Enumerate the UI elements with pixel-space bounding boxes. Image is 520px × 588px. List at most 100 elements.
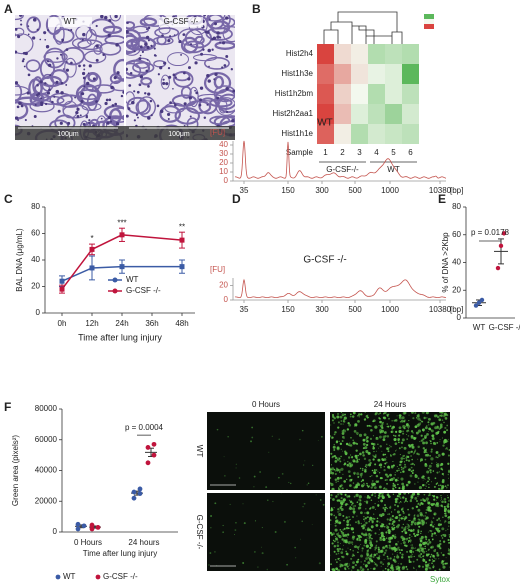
speckle-dot bbox=[446, 440, 449, 443]
speckle-dot bbox=[427, 476, 430, 479]
speckle-dot bbox=[419, 537, 421, 539]
speckle-dot bbox=[343, 480, 347, 483]
nucleus bbox=[153, 47, 156, 50]
speckle-dot bbox=[376, 437, 378, 439]
alveolus bbox=[202, 15, 226, 22]
speckle-dot bbox=[374, 548, 376, 551]
p-value: p = 0.0178 bbox=[471, 228, 510, 237]
speckle-dot bbox=[365, 508, 367, 510]
nucleus bbox=[208, 18, 211, 21]
speckle-dot bbox=[398, 447, 401, 450]
speckle-dot bbox=[444, 485, 447, 487]
speckle-dot bbox=[337, 508, 340, 511]
speckle-dot bbox=[346, 523, 349, 527]
alveolus bbox=[173, 70, 194, 88]
speckle-dot bbox=[430, 429, 434, 433]
nucleus bbox=[225, 55, 229, 58]
point bbox=[145, 460, 151, 466]
speckle-dot bbox=[402, 510, 405, 513]
speckle-dot bbox=[339, 471, 341, 473]
speckle-dot bbox=[394, 434, 397, 438]
speckle-dot bbox=[448, 500, 450, 502]
x-tick-label: 0h bbox=[58, 319, 67, 328]
nucleus bbox=[40, 97, 43, 100]
speckle-dot bbox=[436, 519, 439, 522]
speckle-dot bbox=[418, 525, 421, 528]
nucleus bbox=[147, 39, 150, 42]
speckle-dot bbox=[398, 487, 401, 490]
speckle-dot bbox=[368, 521, 370, 523]
speckle-dot bbox=[330, 452, 333, 455]
nucleus bbox=[46, 60, 50, 63]
speckle-dot bbox=[431, 538, 434, 541]
speckle-dot bbox=[400, 460, 403, 463]
speckle-dot bbox=[387, 547, 389, 549]
speckle-dot bbox=[353, 513, 355, 515]
speckle-dot bbox=[444, 416, 448, 420]
speckle-dot bbox=[352, 549, 355, 552]
speckle-dot bbox=[342, 498, 346, 502]
speckle-dot bbox=[394, 550, 396, 553]
speckle-dot bbox=[394, 547, 398, 552]
speckle-dot bbox=[380, 534, 384, 538]
alveolus bbox=[126, 62, 142, 79]
speckle-dot bbox=[333, 422, 335, 424]
speckle-dot bbox=[406, 568, 409, 571]
nucleus bbox=[202, 48, 205, 51]
speckle-dot bbox=[389, 478, 392, 482]
point bbox=[81, 523, 87, 529]
speckle-dot bbox=[348, 442, 351, 444]
speckle-dot bbox=[352, 439, 354, 441]
speckle-dot bbox=[318, 562, 321, 565]
speckle-dot bbox=[394, 538, 396, 540]
speckle-dot bbox=[417, 495, 419, 497]
speckle-dot bbox=[384, 567, 387, 570]
speckle-dot bbox=[432, 554, 435, 558]
speckle-dot bbox=[348, 516, 350, 518]
speckle-dot bbox=[436, 471, 439, 474]
speckle-dot bbox=[416, 533, 419, 537]
trace-y-label: [FU] bbox=[210, 128, 225, 137]
speckle-dot bbox=[340, 455, 342, 458]
nucleus bbox=[126, 30, 129, 34]
nucleus bbox=[200, 52, 204, 56]
heat-cell bbox=[368, 44, 385, 64]
x-tick-label: 500 bbox=[348, 305, 362, 314]
speckle-dot bbox=[392, 534, 395, 537]
speckle-dot bbox=[349, 500, 353, 504]
speckle-dot bbox=[414, 412, 417, 415]
speckle-dot bbox=[389, 425, 392, 427]
y-label: % of DNA >2Kbp bbox=[441, 232, 450, 293]
speckle-dot bbox=[352, 507, 356, 511]
speckle-dot bbox=[366, 496, 369, 499]
speckle-dot bbox=[360, 484, 365, 488]
nucleus bbox=[16, 105, 20, 109]
nucleus bbox=[149, 99, 153, 103]
speckle-dot bbox=[265, 486, 268, 489]
speckle-dot bbox=[393, 535, 397, 539]
speckle-dot bbox=[408, 557, 410, 559]
group-label: G-CSF-/- bbox=[326, 165, 359, 174]
speckle-dot bbox=[447, 462, 450, 465]
speckle-dot bbox=[351, 462, 353, 464]
speckle-dot bbox=[333, 545, 337, 548]
speckle-dot bbox=[234, 534, 235, 536]
speckle-dot bbox=[381, 422, 383, 424]
speckle-dot bbox=[331, 542, 334, 545]
speckle-dot bbox=[394, 442, 398, 445]
speckle-dot bbox=[342, 473, 344, 475]
speckle-dot bbox=[381, 548, 383, 550]
speckle-dot bbox=[364, 512, 366, 514]
speckle-dot bbox=[373, 419, 376, 422]
speckle-dot bbox=[349, 463, 354, 467]
point bbox=[179, 264, 185, 270]
speckle-dot bbox=[419, 539, 423, 543]
speckle-dot bbox=[374, 495, 376, 497]
speckle-dot bbox=[421, 549, 424, 552]
x-tick-label: 150 bbox=[281, 305, 295, 314]
speckle-dot bbox=[408, 430, 410, 432]
group-label: WT bbox=[387, 165, 400, 174]
speckle-dot bbox=[302, 464, 305, 466]
speckle-dot bbox=[348, 422, 350, 425]
speckle-dot bbox=[435, 499, 437, 501]
